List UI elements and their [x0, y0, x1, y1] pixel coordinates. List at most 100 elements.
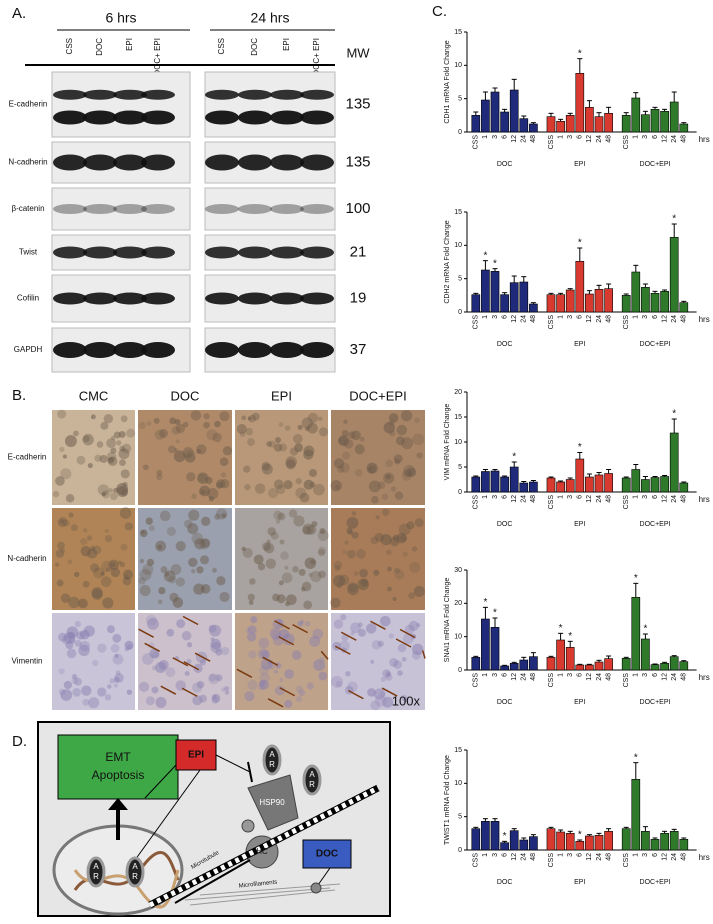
- cell: [154, 429, 166, 440]
- cell: [70, 524, 78, 532]
- band: [300, 154, 334, 171]
- group-label: DOC: [497, 341, 513, 348]
- cell: [356, 549, 366, 559]
- cell: [340, 614, 347, 621]
- cell: [342, 451, 351, 460]
- x-tick-label: CSS: [548, 315, 555, 330]
- cell: [149, 648, 160, 659]
- cell: [108, 559, 119, 571]
- y-tick-label: 30: [454, 567, 462, 574]
- diagram-text: DOC: [316, 849, 338, 860]
- bar: [650, 664, 660, 671]
- cell: [147, 618, 159, 630]
- micrograph: [138, 508, 232, 610]
- cell: [295, 487, 307, 499]
- x-unit: hrs: [699, 135, 710, 144]
- bar: [594, 661, 604, 671]
- arrow-head: [108, 798, 128, 810]
- bar: [669, 831, 679, 851]
- band: [53, 204, 87, 214]
- column-header: DOC: [171, 388, 200, 403]
- cell: [291, 650, 302, 660]
- protein-label: N-cadherin: [8, 158, 47, 167]
- mw-label: 135: [345, 153, 370, 170]
- bar: [650, 477, 660, 493]
- cell: [279, 539, 285, 545]
- cell: [120, 543, 128, 551]
- x-tick-label: CSS: [473, 853, 480, 868]
- significance-star: *: [578, 238, 582, 249]
- arrow: [317, 867, 331, 886]
- cell: [145, 614, 157, 626]
- bar: [529, 123, 538, 133]
- cell: [126, 689, 133, 695]
- bar: [500, 842, 509, 851]
- diagram-text: Microfilaments: [239, 880, 278, 890]
- cell: [71, 673, 78, 680]
- cell: [244, 691, 255, 702]
- cell: [270, 531, 279, 540]
- cell: [333, 574, 346, 587]
- cell: [139, 529, 148, 538]
- bar: [556, 121, 565, 133]
- bar: [575, 458, 585, 493]
- cell: [357, 628, 366, 637]
- band: [300, 110, 334, 125]
- cell: [97, 643, 107, 653]
- cell: [80, 546, 91, 557]
- bar: [621, 477, 631, 493]
- cell: [66, 648, 77, 659]
- cell: [330, 597, 341, 608]
- cell: [196, 566, 204, 574]
- lane-label: DOC: [250, 38, 259, 56]
- cell: [382, 508, 390, 516]
- group-header: 24 hrs: [251, 10, 290, 26]
- cell: [396, 532, 407, 544]
- cell: [120, 415, 128, 423]
- cell: [90, 563, 100, 573]
- cell: [120, 469, 130, 479]
- cell: [155, 540, 167, 552]
- micrograph: [331, 410, 425, 505]
- cell: [330, 480, 342, 492]
- cell: [294, 443, 303, 453]
- cell: [350, 622, 361, 634]
- cell: [114, 673, 124, 683]
- fiber: [320, 650, 329, 660]
- bar: [565, 115, 575, 133]
- cell: [385, 474, 391, 480]
- protein-label: E-cadherin: [9, 100, 48, 109]
- cell: [333, 619, 344, 629]
- inhibit-bar: [247, 761, 253, 783]
- cell: [101, 492, 106, 497]
- fiber: [292, 623, 308, 634]
- cell: [82, 433, 94, 446]
- cell: [183, 449, 196, 462]
- cell: [124, 647, 129, 652]
- bar: [481, 618, 490, 671]
- cell: [175, 577, 186, 587]
- cell: [74, 639, 82, 647]
- mw-label: 21: [350, 243, 367, 260]
- x-tick-label: 3: [492, 135, 499, 139]
- x-tick-label: 24: [521, 135, 528, 143]
- cell: [299, 492, 310, 503]
- cell: [257, 648, 269, 660]
- cell: [393, 454, 403, 464]
- x-tick-label: 1: [557, 315, 564, 319]
- bar: [594, 835, 604, 851]
- bar: [509, 830, 519, 851]
- significance-star: *: [503, 831, 507, 842]
- cell: [212, 567, 217, 573]
- mw-label: 135: [345, 95, 370, 112]
- cell: [167, 445, 176, 454]
- cell: [366, 462, 378, 474]
- bar: [471, 657, 481, 671]
- significance-star: *: [493, 608, 497, 619]
- cell: [284, 699, 293, 708]
- cell: [367, 466, 372, 471]
- cell: [182, 447, 194, 459]
- arrow: [144, 764, 177, 799]
- cell: [57, 409, 67, 419]
- cell: [124, 522, 133, 531]
